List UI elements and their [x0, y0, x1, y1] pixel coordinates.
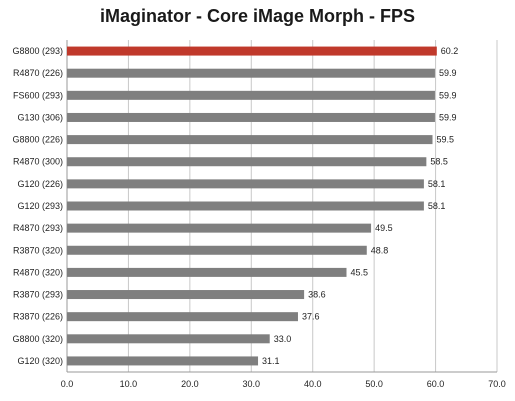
bar: [67, 135, 433, 145]
category-label: G120 (320): [17, 356, 63, 366]
category-label: G8800 (320): [12, 334, 63, 344]
data-label: 60.2: [441, 46, 459, 56]
bar: [67, 290, 305, 300]
category-label: R3870 (226): [13, 312, 63, 322]
data-label: 59.9: [439, 112, 457, 122]
data-label: 58.1: [428, 201, 446, 211]
data-label: 49.5: [375, 223, 393, 233]
category-label: G8800 (293): [12, 46, 63, 56]
bar: [67, 334, 270, 344]
x-tick-label: 10.0: [120, 379, 138, 389]
category-label: R4870 (226): [13, 68, 63, 78]
bar: [67, 201, 424, 211]
category-label: R3870 (293): [13, 290, 63, 300]
x-tick-label: 0.0: [61, 379, 74, 389]
x-tick-label: 60.0: [427, 379, 445, 389]
data-label: 58.5: [430, 157, 448, 167]
bar: [67, 245, 367, 255]
bar: [67, 46, 437, 56]
x-tick-label: 50.0: [365, 379, 383, 389]
category-label: R4870 (300): [13, 157, 63, 167]
category-label: FS600 (293): [13, 90, 63, 100]
category-label: G120 (226): [17, 179, 63, 189]
category-label: G120 (293): [17, 201, 63, 211]
bar: [67, 223, 372, 233]
chart-title: iMaginator - Core iMage Morph - FPS: [99, 6, 415, 26]
category-label: R4870 (320): [13, 267, 63, 277]
bar: [67, 179, 424, 189]
data-label: 31.1: [262, 356, 280, 366]
x-tick-label: 30.0: [243, 379, 261, 389]
bar: [67, 112, 435, 122]
category-label: R3870 (320): [13, 245, 63, 255]
data-label: 48.8: [371, 245, 389, 255]
category-label: G130 (306): [17, 112, 63, 122]
data-label: 59.5: [437, 135, 455, 145]
data-label: 38.6: [308, 290, 326, 300]
x-tick-label: 20.0: [181, 379, 199, 389]
bar: [67, 68, 435, 78]
data-label: 59.9: [439, 68, 457, 78]
data-label: 58.1: [428, 179, 446, 189]
data-label: 37.6: [302, 312, 320, 322]
x-tick-label: 70.0: [488, 379, 506, 389]
bar: [67, 267, 347, 277]
data-label: 33.0: [274, 334, 292, 344]
category-label: G8800 (226): [12, 135, 63, 145]
category-label: R4870 (293): [13, 223, 63, 233]
data-label: 59.9: [439, 90, 457, 100]
bar: [67, 312, 298, 322]
bar: [67, 157, 427, 167]
bar: [67, 356, 259, 366]
bar: [67, 90, 435, 100]
data-label: 45.5: [351, 267, 369, 277]
x-tick-label: 40.0: [304, 379, 322, 389]
